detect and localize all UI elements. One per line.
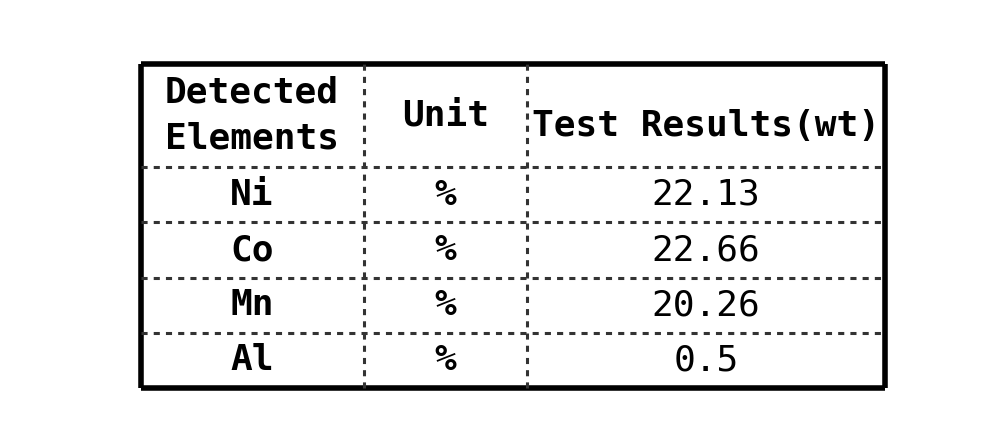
Text: Ni: Ni: [230, 178, 274, 212]
Text: 0.5: 0.5: [673, 343, 739, 377]
Text: Co: Co: [230, 233, 274, 267]
Text: Al: Al: [230, 343, 274, 377]
Text: %: %: [435, 178, 456, 212]
Text: Test Results(wt): Test Results(wt): [532, 109, 880, 143]
Text: Unit: Unit: [402, 99, 489, 133]
Text: 22.66: 22.66: [652, 233, 760, 267]
Text: %: %: [435, 233, 456, 267]
Text: %: %: [435, 343, 456, 377]
Text: Mn: Mn: [230, 288, 274, 322]
Text: Elements: Elements: [165, 122, 339, 156]
Text: 20.26: 20.26: [652, 288, 760, 322]
Text: %: %: [435, 288, 456, 322]
Text: 22.13: 22.13: [652, 178, 760, 212]
Text: Detected: Detected: [165, 76, 339, 110]
